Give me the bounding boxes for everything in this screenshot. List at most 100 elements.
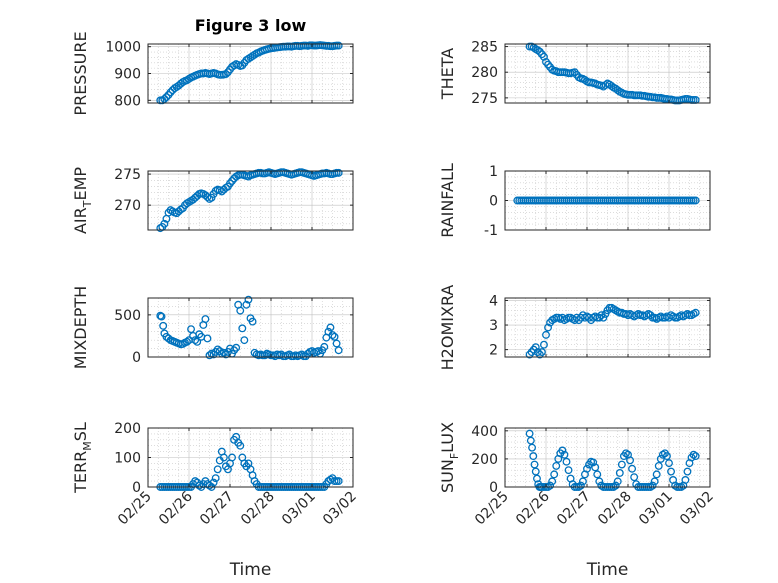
- axes-border: [147, 297, 354, 358]
- data-point: [611, 481, 620, 490]
- data-point: [564, 466, 573, 475]
- data-point: [542, 330, 550, 339]
- data-point: [201, 315, 210, 324]
- y-axis-label: MIXDEPTH: [71, 286, 90, 369]
- y-axis-label: TERRMSL: [71, 422, 94, 494]
- chart-title: Figure 3 low: [195, 16, 307, 35]
- data-point: [236, 306, 245, 315]
- data-point: [334, 346, 343, 355]
- y-axis-label: RAINFALL: [438, 163, 457, 238]
- data-point: [652, 470, 661, 479]
- data-point: [691, 196, 700, 205]
- data-point: [191, 336, 200, 345]
- data-point: [615, 469, 624, 477]
- data-point: [529, 452, 538, 461]
- y-tick-label: 900: [114, 67, 141, 83]
- y-axis-label: THETA: [438, 48, 457, 100]
- data-point: [157, 312, 166, 321]
- plot-area: [147, 297, 354, 358]
- data-point: [583, 464, 591, 473]
- data-point: [211, 474, 220, 483]
- y-tick-label: 0: [489, 194, 498, 210]
- data-point: [689, 450, 698, 459]
- data-series: [156, 168, 343, 233]
- data-point: [533, 474, 541, 483]
- data-point: [648, 481, 657, 490]
- data-point: [546, 481, 555, 490]
- data-point: [540, 340, 548, 349]
- data-series: [513, 196, 700, 205]
- y-axis-label: PRESSURE: [71, 31, 90, 115]
- data-point: [531, 343, 540, 352]
- data-point: [607, 82, 616, 91]
- data-point: [589, 458, 598, 467]
- data-point: [244, 295, 253, 304]
- data-point: [593, 470, 602, 479]
- data-point: [591, 463, 600, 472]
- data-point: [613, 86, 622, 95]
- data-point: [683, 467, 692, 476]
- data-point: [540, 52, 548, 61]
- data-point: [578, 477, 587, 486]
- data-point: [160, 219, 169, 228]
- data-point: [166, 88, 175, 97]
- data-point: [334, 168, 343, 177]
- data-point: [654, 461, 663, 470]
- data-point: [187, 325, 195, 334]
- data-point: [650, 477, 659, 486]
- axes-border: [504, 297, 711, 358]
- axes-border: [504, 43, 711, 104]
- data-point: [328, 331, 337, 340]
- data-point: [550, 470, 559, 479]
- y-tick-label: 275: [114, 167, 141, 183]
- y-tick-label: 400: [471, 424, 498, 440]
- data-point: [681, 476, 690, 484]
- data-point: [219, 348, 228, 357]
- data-point: [548, 477, 557, 486]
- data-point: [248, 317, 257, 326]
- y-tick-label: 200: [471, 452, 498, 468]
- data-point: [663, 452, 671, 461]
- y-axis-label: H2OMIXRA: [438, 285, 457, 371]
- data-point: [182, 337, 191, 346]
- data-point: [203, 334, 212, 343]
- data-point: [533, 46, 542, 55]
- data-series: [525, 303, 700, 359]
- data-point: [691, 452, 700, 461]
- y-tick-label: 4: [489, 293, 498, 309]
- data-point: [238, 324, 247, 333]
- data-point: [552, 461, 561, 470]
- panel-pressure: 800 900 1000 PRESSURE Figure 3 low: [71, 16, 354, 116]
- data-point: [544, 323, 552, 332]
- data-series: [156, 295, 343, 361]
- y-tick-label: 270: [114, 198, 141, 214]
- data-point: [667, 467, 675, 476]
- data-point: [656, 454, 665, 463]
- y-tick-label: 200: [114, 421, 141, 437]
- data-point: [658, 450, 667, 459]
- panel-mixdepth: 0 500 MIXDEPTH: [71, 286, 354, 369]
- y-tick-label: 2: [489, 343, 498, 359]
- data-point: [613, 477, 622, 486]
- y-tick-label: -1: [484, 223, 498, 239]
- data-point: [334, 477, 343, 486]
- y-tick-label: 285: [471, 40, 498, 56]
- data-series: [156, 41, 343, 105]
- data-point: [193, 337, 202, 346]
- panel-rainfall: -1 0 1 RAINFALL: [438, 163, 711, 239]
- data-point: [195, 481, 204, 490]
- data-point: [320, 342, 329, 351]
- data-point: [219, 453, 228, 462]
- x-axis-label: Time: [586, 560, 629, 580]
- data-point: [330, 332, 339, 341]
- data-point: [628, 464, 637, 473]
- data-point: [232, 343, 241, 352]
- data-point: [160, 95, 169, 103]
- y-tick-label: 500: [114, 308, 141, 324]
- data-point: [240, 336, 249, 345]
- data-point: [242, 300, 251, 309]
- panel-h2omixra: 2 3 4 H2OMIXRA: [438, 285, 711, 371]
- axes-border: [147, 170, 354, 231]
- data-point: [326, 323, 335, 332]
